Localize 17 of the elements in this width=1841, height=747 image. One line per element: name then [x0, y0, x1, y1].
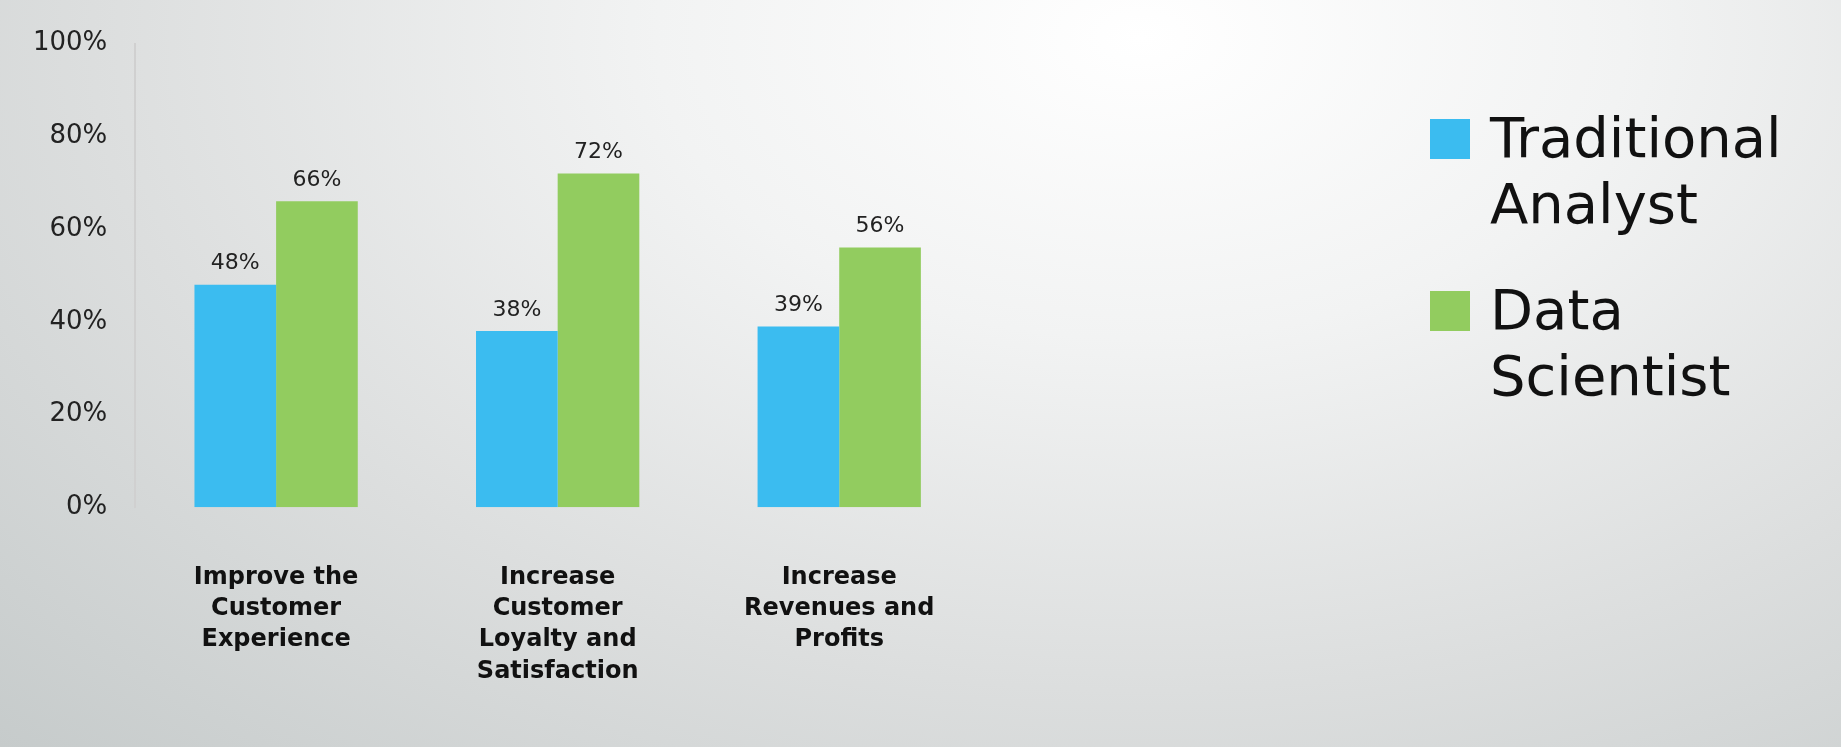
x-tick-label: Increase Revenues and Profits [744, 562, 935, 653]
x-tick-label: Increase Customer Loyalty and Satisfaction [476, 562, 639, 684]
y-tick-label: 40% [49, 304, 108, 335]
data-label: 38% [492, 295, 542, 321]
data-label: 48% [210, 249, 260, 275]
y-tick-label: 20% [49, 397, 108, 428]
y-tick-label: 80% [49, 119, 108, 150]
x-tick-label: Improve the Customer Experience [193, 562, 359, 653]
y-tick-label: 0% [66, 489, 108, 520]
data-label: 39% [773, 291, 823, 317]
legend-label: Data Scientist [1490, 277, 1732, 409]
data-label: 72% [574, 138, 623, 164]
data-label: 66% [292, 165, 342, 191]
data-label: 56% [855, 212, 905, 238]
y-tick-label: 100% [32, 26, 108, 57]
legend-label: Traditional Analyst [1490, 105, 1783, 237]
y-tick-label: 60% [49, 211, 108, 242]
